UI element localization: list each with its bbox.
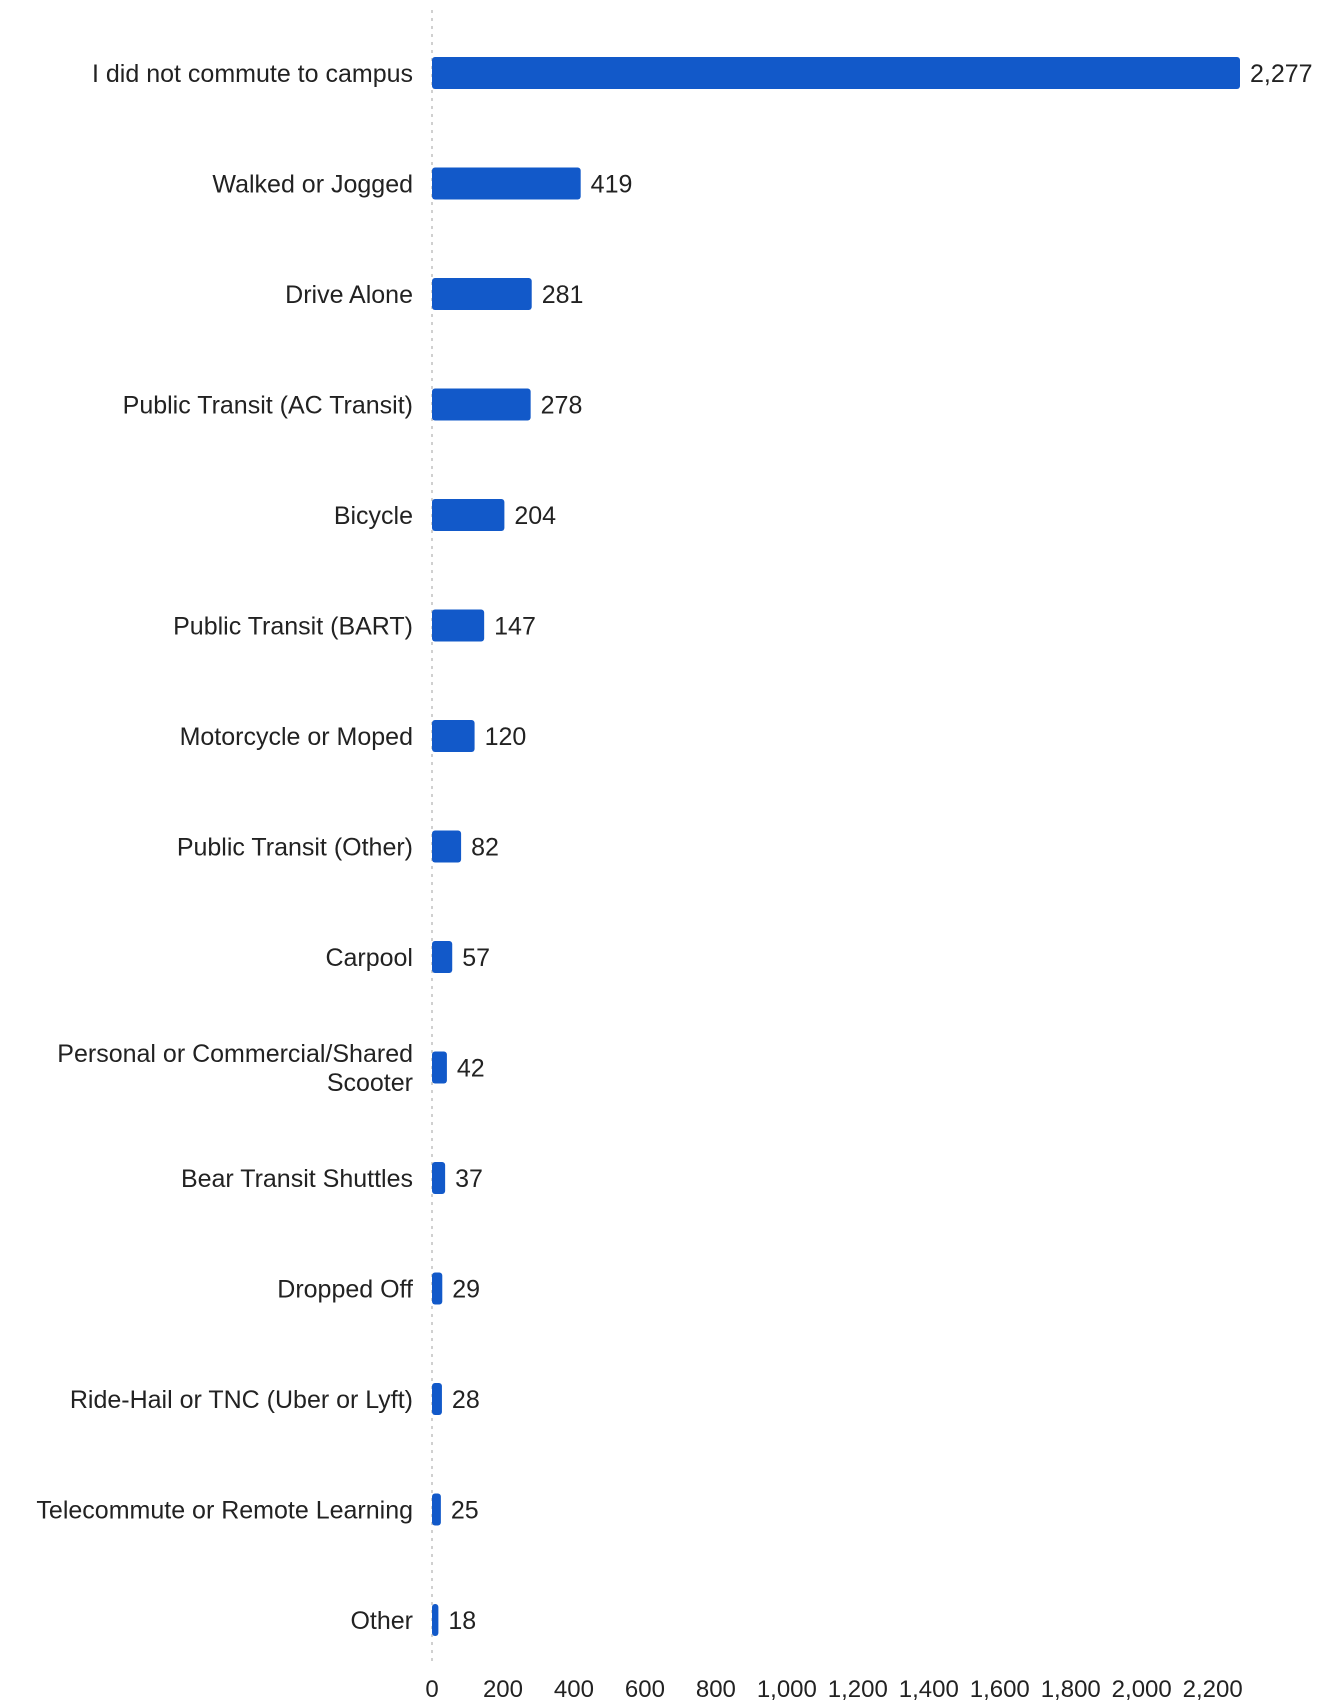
bar-12 [432, 1383, 442, 1415]
data-label-9: 42 [457, 1055, 485, 1083]
x-tick-label-4: 800 [696, 1676, 736, 1703]
category-label-13: Telecommute or Remote Learning [36, 1497, 413, 1525]
x-tick-label-0: 0 [425, 1676, 438, 1703]
data-label-6: 120 [485, 723, 527, 751]
category-label-9-line-0: Personal or Commercial/Shared [57, 1040, 413, 1068]
bars-layer [432, 57, 1240, 1636]
bar-5 [432, 609, 485, 642]
labels-layer: 2,277 I did not commute to campus 419 Walke… [36, 60, 1312, 1635]
category-label-12: Ride-Hail or TNC (Uber or Lyft) [70, 1386, 413, 1414]
bar-11 [432, 1272, 443, 1305]
category-label-8: Carpool [325, 944, 413, 972]
bar-1 [432, 167, 581, 200]
category-label-9-line-1: Scooter [327, 1069, 413, 1097]
data-label-10: 37 [455, 1165, 483, 1193]
data-label-5: 147 [494, 613, 536, 641]
bar-2 [432, 278, 532, 310]
x-tick-label-5: 1,000 [757, 1676, 817, 1703]
x-tick-label-1: 200 [483, 1676, 523, 1703]
x-tick-label-6: 1,200 [828, 1676, 888, 1703]
x-tick-label-3: 600 [625, 1676, 665, 1703]
data-label-2: 281 [542, 281, 584, 309]
category-label-6: Motorcycle or Moped [180, 723, 413, 751]
x-tick-labels: 0 200 400 600 800 1,000 1,200 1,400 1,600 1,800 2,… [425, 1676, 1242, 1703]
category-label-5: Public Transit (BART) [173, 613, 413, 641]
category-label-0: I did not commute to campus [92, 60, 413, 88]
category-label-1: Walked or Jogged [212, 171, 413, 199]
bar-10 [432, 1162, 446, 1194]
data-label-14: 18 [448, 1607, 476, 1635]
bar-9 [432, 1051, 447, 1084]
x-tick-label-9: 1,800 [1041, 1676, 1101, 1703]
data-label-11: 29 [452, 1276, 480, 1304]
data-label-7: 82 [471, 834, 499, 862]
x-tick-label-11: 2,200 [1183, 1676, 1243, 1703]
x-tick-label-2: 400 [554, 1676, 594, 1703]
bar-8 [432, 941, 453, 973]
x-tick-label-7: 1,400 [899, 1676, 959, 1703]
category-label-11: Dropped Off [277, 1276, 413, 1304]
data-label-4: 204 [514, 502, 556, 530]
bar-4 [432, 499, 505, 531]
data-label-0: 2,277 [1250, 60, 1313, 88]
category-label-7: Public Transit (Other) [177, 834, 413, 862]
x-tick-label-10: 2,000 [1112, 1676, 1172, 1703]
data-label-13: 25 [451, 1497, 479, 1525]
category-label-4: Bicycle [334, 502, 413, 530]
bar-7 [432, 830, 462, 863]
data-label-1: 419 [591, 171, 633, 199]
category-label-14: Other [350, 1607, 413, 1635]
category-label-10: Bear Transit Shuttles [181, 1165, 413, 1193]
category-label-3: Public Transit (AC Transit) [123, 392, 413, 420]
bar-0 [432, 57, 1240, 89]
data-label-8: 57 [462, 944, 490, 972]
data-label-12: 28 [452, 1386, 480, 1414]
bar-3 [432, 388, 531, 421]
x-tick-label-8: 1,600 [970, 1676, 1030, 1703]
data-label-3: 278 [541, 392, 583, 420]
bar-14 [432, 1604, 439, 1636]
bar-6 [432, 720, 475, 752]
bar-13 [432, 1493, 441, 1526]
category-label-2: Drive Alone [285, 281, 413, 309]
